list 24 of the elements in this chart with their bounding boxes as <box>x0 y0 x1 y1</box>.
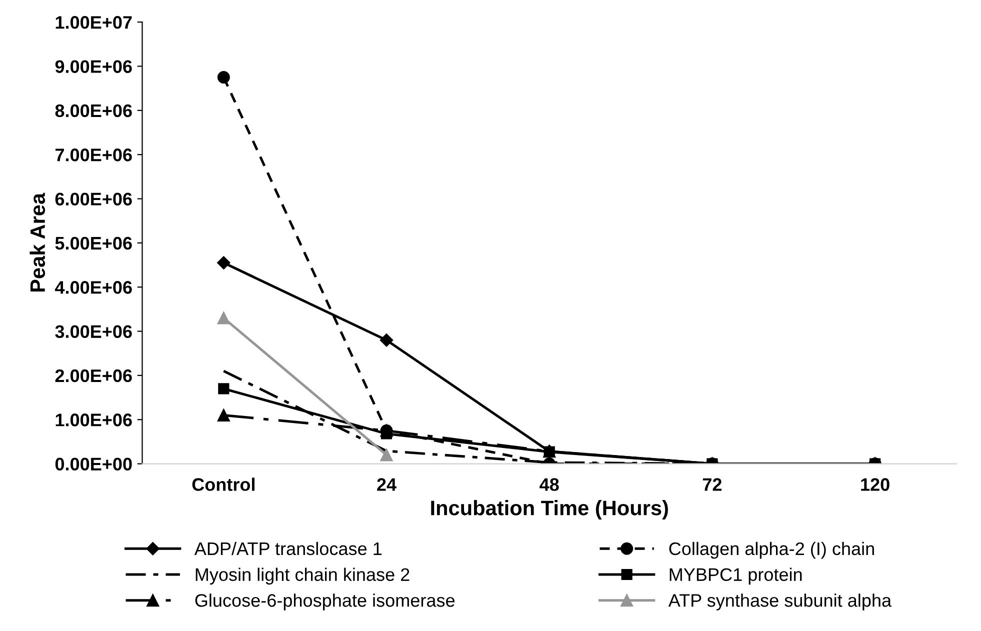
x-tick-label: 72 <box>702 478 722 491</box>
legend-label: MYBPC1 protein <box>670 568 802 585</box>
y-tick-label: 1.00E+07 <box>56 16 132 29</box>
legend-label: Collagen alpha-2 (I) chain <box>669 542 874 559</box>
x-tick-label: 48 <box>540 478 559 491</box>
y-tick-label: 0.00E+00 <box>55 458 132 471</box>
y-tick-label: 8.00E+06 <box>55 104 132 118</box>
y-tick-label: 2.00E+06 <box>55 369 132 382</box>
y-tick-label: 6.00E+06 <box>55 192 132 206</box>
y-tick-label: 1.00E+06 <box>56 414 132 426</box>
x-axis-title: Incubation Time (Hours) <box>431 500 668 520</box>
y-tick-label: 4.00E+06 <box>54 281 132 294</box>
x-tick-label: Control <box>192 478 254 491</box>
legend-label: ADP/ATP translocase 1 <box>194 542 382 556</box>
y-tick-label: 7.00E+06 <box>55 148 132 162</box>
legend-label: Glucose-6-phosphate isomerase <box>195 594 455 610</box>
legend-label: ATP synthase subunit alpha <box>668 594 892 610</box>
x-tick-label: 120 <box>861 478 890 491</box>
legend-label: Myosin light chain kinase 2 <box>196 568 410 585</box>
y-axis-title: Peak Area <box>30 192 46 292</box>
y-tick-label: 3.00E+06 <box>55 325 132 338</box>
y-tick-label: 5.00E+06 <box>55 236 132 250</box>
y-tick-label: 9.00E+06 <box>55 60 132 73</box>
x-tick-label: 24 <box>377 478 396 491</box>
